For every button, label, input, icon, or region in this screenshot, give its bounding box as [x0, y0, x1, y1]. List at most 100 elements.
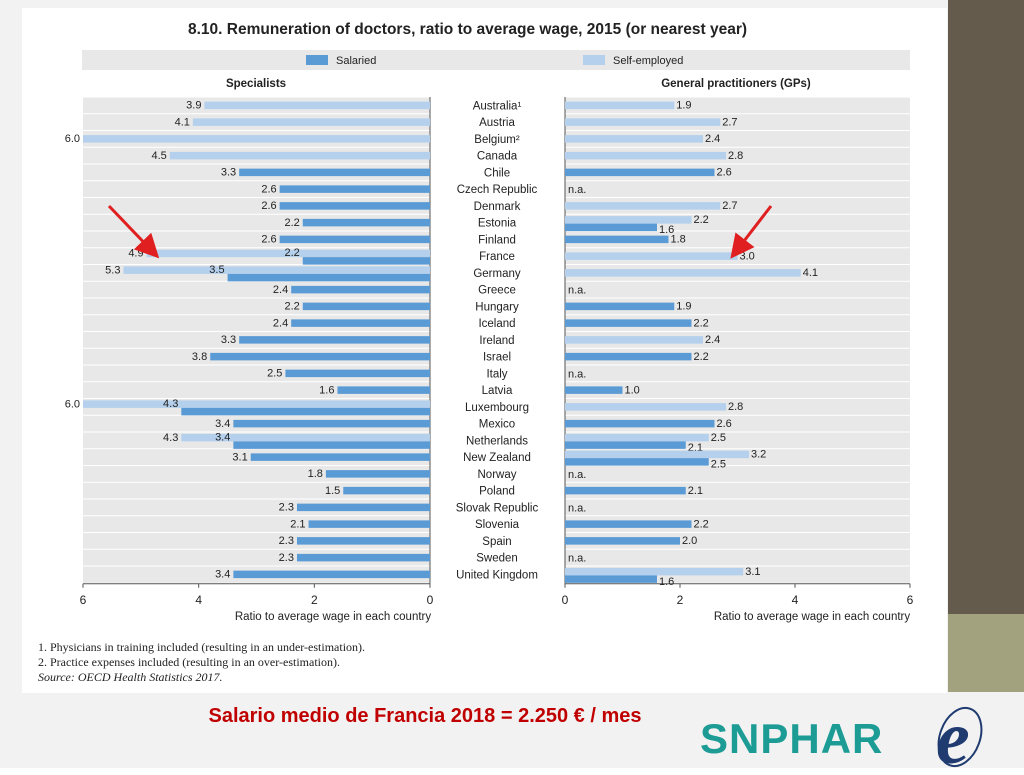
specialists-salaried-bar: [296, 537, 430, 545]
gp-self-employed-bar: [565, 101, 675, 110]
specialists-self-employed-bar: [123, 266, 430, 274]
specialists-salaried-value-label: 2.6: [261, 183, 276, 195]
gp-salaried-value-label: 2.2: [694, 317, 709, 329]
country-label-hungary: Hungary: [475, 301, 519, 313]
specialists-salaried-value-label: 2.2: [284, 217, 299, 229]
legend-label-self-employed: Self-employed: [613, 55, 683, 67]
specialists-salaried-bar: [302, 302, 430, 311]
gp-salaried-value-label: 2.6: [717, 167, 732, 179]
gp-self-employed-bar: [565, 433, 709, 442]
gp-salaried-value-label: 2.6: [717, 418, 732, 430]
annotation-arrow-france-specialists: [107, 204, 160, 259]
gp-salaried-value-label: 1.9: [676, 301, 691, 313]
specialists-panel-title: Specialists: [226, 78, 286, 90]
specialists-salaried-bar: [239, 168, 430, 177]
specialists-tick-label: 6: [80, 593, 87, 607]
specialists-salaried-value-label: 3.3: [221, 167, 236, 179]
specialists-tick-label: 4: [195, 593, 202, 607]
specialists-salaried-value-label: 3.5: [209, 264, 224, 276]
source-note: Source: OECD Health Statistics 2017.: [38, 670, 223, 684]
gp-salaried-value-label: 2.2: [694, 351, 709, 363]
country-label-belgium: Belgium²: [474, 134, 520, 146]
specialists-salaried-value-label: 3.8: [192, 351, 207, 363]
specialists-tick-label: 0: [427, 593, 434, 607]
specialists-salaried-value-label: 2.3: [279, 535, 294, 547]
specialists-salaried-value-label: 2.5: [267, 368, 282, 380]
gp-na-label: n.a.: [568, 285, 586, 297]
specialists-salaried-bar: [233, 441, 430, 449]
specialists-self-employed-bar: [192, 118, 430, 126]
country-label-chile: Chile: [484, 167, 510, 179]
gp-na-label: n.a.: [568, 184, 586, 196]
specialists-salaried-value-label: 1.8: [308, 468, 323, 480]
specialists-salaried-value-label: 3.4: [215, 431, 230, 443]
specialists-salaried-bar: [210, 352, 430, 361]
country-label-sweden: Sweden: [476, 553, 518, 565]
gp-self-employed-value-label: 3.2: [751, 449, 766, 461]
specialists-salaried-bar: [325, 470, 430, 478]
gp-tick-label: 0: [562, 593, 569, 607]
gp-salaried-bar: [565, 537, 680, 545]
footnote-2: 2. Practice expenses included (resulting…: [38, 655, 340, 669]
specialists-self-employed-value-label: 5.3: [105, 264, 120, 276]
gp-self-employed-bar: [565, 135, 703, 143]
gp-self-employed-value-label: 4.1: [803, 267, 818, 279]
gp-self-employed-value-label: 2.7: [722, 116, 737, 128]
gp-salaried-value-label: 2.1: [688, 485, 703, 497]
specialists-salaried-bar: [233, 570, 430, 579]
specialists-salaried-bar: [279, 185, 430, 193]
logo-mark-letter: e: [936, 696, 970, 775]
gp-salaried-bar: [565, 319, 692, 327]
country-label-norway: Norway: [478, 469, 517, 481]
country-label-netherlands: Netherlands: [466, 435, 528, 447]
gp-self-employed-bar: [565, 151, 726, 160]
gp-self-employed-value-label: 2.8: [728, 150, 743, 162]
gp-self-employed-value-label: 2.4: [705, 334, 720, 346]
country-labels: Australia¹ Austria Belgium² Canada Chile Czec…: [456, 100, 539, 581]
specialists-self-employed-bar: [169, 151, 430, 160]
country-label-spain: Spain: [482, 536, 511, 548]
country-label-greece: Greece: [478, 285, 516, 297]
gp-salaried-bar: [565, 441, 686, 449]
specialists-salaried-value-label: 3.4: [215, 569, 230, 581]
gp-salaried-value-label: 1.6: [659, 576, 674, 588]
specialists-self-employed-value-label: 4.9: [128, 248, 143, 260]
specialists-salaried-value-label: 2.2: [284, 301, 299, 313]
country-label-czech-republic: Czech Republic: [457, 184, 538, 196]
specialists-salaried-bar: [296, 553, 430, 562]
gp-self-employed-bar: [565, 450, 749, 459]
gp-salaried-bar: [565, 386, 623, 394]
gp-salaried-bar: [565, 168, 715, 177]
gp-self-employed-bar: [565, 336, 703, 344]
gp-self-employed-bar: [565, 118, 721, 126]
gp-tick-label: 4: [792, 593, 799, 607]
country-label-iceland: Iceland: [478, 318, 515, 330]
specialists-salaried-bar: [337, 386, 430, 394]
gp-salaried-value-label: 1.8: [671, 234, 686, 246]
specialists-self-employed-value-label: 4.3: [163, 432, 178, 444]
gp-salaried-bar: [565, 235, 669, 244]
specialists-salaried-bar: [239, 336, 430, 344]
specialists-salaried-value-label: 4.3: [163, 398, 178, 410]
legend-label-salaried: Salaried: [336, 55, 376, 67]
gp-self-employed-value-label: 1.9: [676, 100, 691, 112]
gp-salaried-bar: [565, 486, 686, 495]
gp-panel: 0 2 4 61.92.72.42.82.6n.a.2.72.21.61.83.04.…: [562, 96, 914, 607]
specialists-salaried-bar: [279, 235, 430, 244]
specialists-salaried-bar: [227, 273, 430, 282]
gp-na-label: n.a.: [568, 502, 586, 514]
logo-e-mark-icon: e: [936, 696, 983, 775]
gp-self-employed-bar: [565, 202, 721, 210]
specialists-salaried-bar: [302, 218, 430, 227]
gp-salaried-bar: [565, 419, 715, 428]
country-label-denmark: Denmark: [474, 201, 521, 213]
gp-panel-title: General practitioners (GPs): [661, 78, 811, 90]
specialists-self-employed-bar: [181, 433, 430, 442]
specialists-salaried-bar: [250, 453, 430, 461]
country-label-poland: Poland: [479, 486, 515, 498]
country-label-mexico: Mexico: [479, 419, 515, 431]
gp-self-employed-value-label: 2.4: [705, 133, 720, 145]
gp-salaried-value-label: 2.5: [711, 459, 726, 471]
country-label-austria: Austria: [479, 117, 515, 129]
